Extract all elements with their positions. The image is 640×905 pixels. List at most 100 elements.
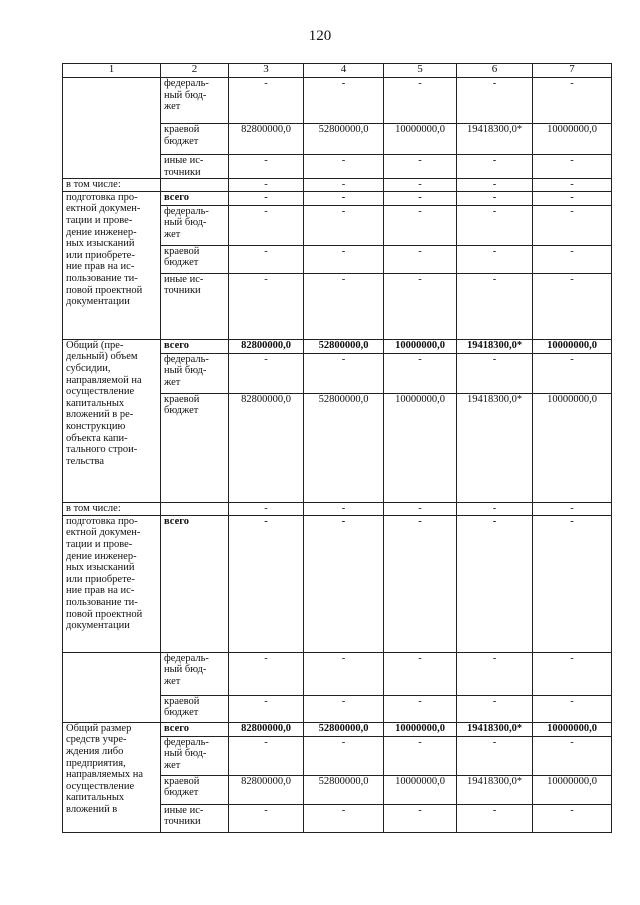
value-cell: - bbox=[532, 244, 612, 274]
column-header: 7 bbox=[532, 63, 612, 78]
value-cell: 82800000,0 bbox=[228, 392, 304, 503]
funding-source: федераль- ный бюд- жет bbox=[160, 204, 229, 246]
value-cell: - bbox=[383, 651, 457, 696]
value-cell: - bbox=[228, 153, 304, 180]
value-cell: 19418300,0* bbox=[456, 721, 533, 737]
column-header: 4 bbox=[303, 63, 384, 78]
row-label: в том числе: bbox=[62, 501, 161, 516]
table-row: Общий (пре- дельный) объем субсидии, нап… bbox=[62, 338, 612, 503]
value-cell: 52800000,0 bbox=[303, 392, 384, 503]
value-cell: - bbox=[456, 77, 533, 124]
value-cell: - bbox=[532, 153, 612, 180]
value-cell: - bbox=[383, 735, 457, 776]
row-label: Общий размер средств учре- ждения либо п… bbox=[62, 721, 161, 833]
value-cell: - bbox=[383, 244, 457, 274]
value-cell: - bbox=[228, 735, 304, 776]
value-cell: - bbox=[303, 694, 384, 723]
value-cell: - bbox=[532, 190, 612, 206]
funding-source: всего bbox=[160, 514, 229, 653]
funding-source: иные ис- точники bbox=[160, 272, 229, 340]
row-label bbox=[62, 651, 161, 723]
value-cell: - bbox=[456, 178, 533, 192]
value-cell: 10000000,0 bbox=[532, 123, 612, 155]
table-row: федераль- ный бюд- жет - - - - - bbox=[63, 352, 612, 394]
value-cell: - bbox=[228, 651, 304, 696]
value-cell: - bbox=[228, 178, 304, 192]
row-label: Общий (пре- дельный) объем субсидии, нап… bbox=[62, 338, 161, 503]
value-cell: - bbox=[383, 514, 457, 653]
value-cell: - bbox=[532, 77, 612, 124]
column-header: 3 bbox=[228, 63, 304, 78]
value-cell: - bbox=[532, 694, 612, 723]
value-cell: - bbox=[303, 190, 384, 206]
table-row: иные ис- точники - - - - - bbox=[63, 803, 612, 833]
header-row: 1 2 3 4 5 6 7 bbox=[62, 63, 612, 78]
value-cell: - bbox=[228, 272, 304, 340]
funding-source bbox=[160, 501, 229, 516]
value-cell: 52800000,0 bbox=[303, 338, 384, 354]
value-cell: 10000000,0 bbox=[383, 392, 457, 503]
table-row: краевой бюджет 82800000,0 52800000,0 100000… bbox=[63, 123, 612, 155]
value-cell: - bbox=[456, 803, 533, 833]
page-number: 120 bbox=[308, 28, 332, 44]
value-cell: - bbox=[383, 501, 457, 516]
value-cell: 10000000,0 bbox=[383, 338, 457, 354]
table-row: подготовка про- ектной докумен- тации и … bbox=[62, 514, 612, 653]
funding-source: всего bbox=[160, 338, 229, 354]
value-cell: 19418300,0* bbox=[456, 123, 533, 155]
table-row: Общий размер средств учре- ждения либо п… bbox=[62, 721, 612, 833]
value-cell: - bbox=[228, 694, 304, 723]
value-cell: 10000000,0 bbox=[532, 774, 612, 805]
value-cell: - bbox=[456, 272, 533, 340]
column-header: 2 bbox=[160, 63, 229, 78]
value-cell: - bbox=[303, 803, 384, 833]
value-cell: - bbox=[383, 77, 457, 124]
funding-source: всего bbox=[160, 190, 229, 206]
value-cell: - bbox=[303, 651, 384, 696]
column-header: 6 bbox=[456, 63, 533, 78]
value-cell: - bbox=[532, 514, 612, 653]
value-cell: - bbox=[303, 501, 384, 516]
value-cell: 19418300,0* bbox=[456, 392, 533, 503]
funding-source: краевой бюджет bbox=[160, 392, 229, 503]
value-cell: - bbox=[303, 77, 384, 124]
value-cell: - bbox=[532, 272, 612, 340]
funding-source: краевой бюджет bbox=[160, 694, 229, 723]
funding-source: иные ис- точники bbox=[160, 803, 229, 833]
table-row: в том числе: - - - - - bbox=[62, 178, 612, 192]
table-row: подготовка про- ектной докумен- тации и … bbox=[62, 190, 612, 340]
value-cell: - bbox=[456, 735, 533, 776]
table-row: иные ис- точники - - - - - bbox=[63, 153, 612, 180]
value-cell: - bbox=[532, 651, 612, 696]
funding-source: иные ис- точники bbox=[160, 153, 229, 180]
value-cell: - bbox=[456, 501, 533, 516]
value-cell: 19418300,0* bbox=[456, 338, 533, 354]
value-cell: 10000000,0 bbox=[383, 774, 457, 805]
value-cell: - bbox=[456, 694, 533, 723]
value-cell: - bbox=[532, 803, 612, 833]
value-cell: - bbox=[456, 651, 533, 696]
value-cell: - bbox=[228, 803, 304, 833]
value-cell: 52800000,0 bbox=[303, 123, 384, 155]
value-cell: - bbox=[456, 204, 533, 246]
value-cell: - bbox=[532, 178, 612, 192]
value-cell: - bbox=[303, 514, 384, 653]
value-cell: - bbox=[532, 352, 612, 394]
value-cell: 82800000,0 bbox=[228, 123, 304, 155]
value-cell: - bbox=[383, 204, 457, 246]
row-label: подготовка про- ектной докумен- тации и … bbox=[62, 190, 161, 340]
value-cell: - bbox=[303, 153, 384, 180]
value-cell: - bbox=[228, 352, 304, 394]
funding-source: федераль- ный бюд- жет bbox=[160, 77, 229, 124]
budget-table: 1 2 3 4 5 6 7 федераль- ный бюд- жет - - - -… bbox=[62, 63, 612, 833]
funding-source: краевой бюджет bbox=[160, 123, 229, 155]
table-row: федераль- ный бюд- жет - - - - - bbox=[63, 204, 612, 246]
value-cell: - bbox=[532, 735, 612, 776]
value-cell: - bbox=[228, 501, 304, 516]
value-cell: - bbox=[228, 514, 304, 653]
value-cell: 10000000,0 bbox=[383, 123, 457, 155]
column-header: 1 bbox=[62, 63, 161, 78]
funding-source: всего bbox=[160, 721, 229, 737]
table-row: краевой бюджет - - - - - bbox=[63, 244, 612, 274]
value-cell: - bbox=[456, 352, 533, 394]
